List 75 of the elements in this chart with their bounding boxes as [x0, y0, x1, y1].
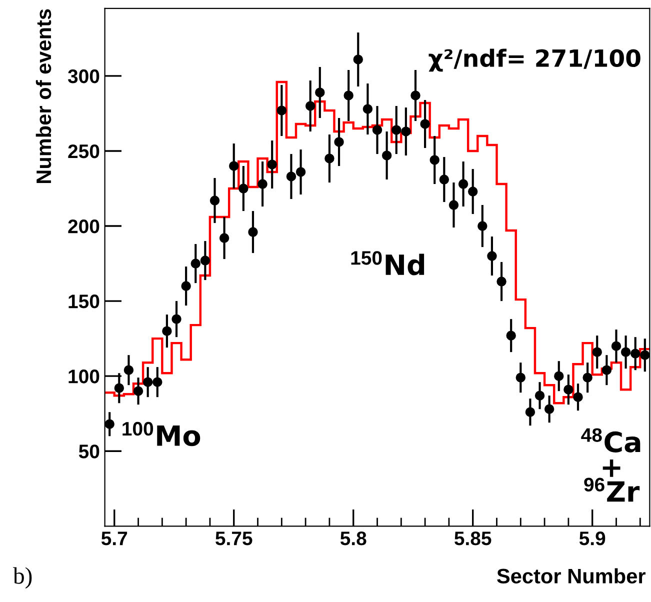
point [334, 137, 344, 147]
point [104, 419, 114, 429]
point [353, 54, 363, 64]
point [382, 150, 392, 160]
point [286, 172, 296, 182]
annotation: χ²/ndf= 271/100 [428, 48, 640, 72]
text: b) [13, 567, 32, 589]
point [640, 350, 650, 360]
y-tick-label: 250 [68, 144, 100, 158]
point [296, 167, 306, 177]
x-axis-title: Sector Number [497, 568, 646, 584]
point [506, 330, 516, 340]
x-tick-label: 5.8 [340, 532, 366, 546]
y-tick-label: 200 [68, 219, 100, 234]
point [152, 377, 162, 387]
point [468, 186, 478, 196]
point [142, 377, 153, 387]
point [496, 276, 506, 286]
point [564, 384, 574, 394]
annotation: $^{48}$Ca + $^{96}$Zr [581, 428, 640, 502]
annotation: $^{100}$Mo [122, 422, 200, 446]
point [410, 90, 420, 100]
point [534, 390, 545, 400]
point [544, 404, 554, 414]
point [448, 200, 459, 210]
point [248, 227, 258, 237]
point [190, 258, 200, 268]
point [305, 101, 316, 111]
point [525, 407, 536, 417]
point [487, 251, 497, 261]
point [554, 371, 564, 381]
point [592, 347, 602, 357]
y-tick-label: 100 [68, 370, 100, 384]
y-axis-title: Number of events [36, 9, 52, 183]
point [372, 125, 382, 135]
point [276, 106, 287, 116]
point [315, 88, 325, 98]
point [478, 221, 488, 231]
point [258, 179, 268, 189]
point [602, 365, 612, 375]
point [210, 196, 220, 206]
point [267, 160, 277, 170]
point [114, 383, 124, 393]
point [430, 155, 440, 165]
point [229, 161, 239, 171]
point [200, 256, 210, 266]
point [324, 154, 334, 164]
point [344, 90, 354, 100]
point [439, 174, 450, 184]
point [219, 233, 230, 243]
point [611, 341, 622, 351]
y-tick-label: 50 [78, 444, 100, 458]
point [516, 372, 526, 382]
point [181, 281, 191, 291]
point [172, 314, 182, 324]
point [124, 365, 134, 375]
x-tick-label: 5.7 [101, 532, 128, 546]
y-tick-label: 300 [68, 69, 100, 84]
point [392, 125, 402, 135]
point [238, 184, 248, 194]
x-tick-label: 5.75 [216, 532, 252, 546]
x-tick-label: 5.85 [454, 532, 492, 546]
annotation: $^{150}$Nd [351, 251, 424, 276]
x-tick-label: 5.9 [579, 532, 606, 546]
point [133, 386, 144, 396]
point [630, 348, 640, 358]
point [458, 179, 468, 189]
point [162, 326, 172, 336]
point [401, 126, 411, 136]
y-tick-label: 150 [68, 294, 100, 308]
point [420, 119, 430, 129]
point [582, 372, 592, 382]
point [573, 392, 583, 402]
point [362, 104, 373, 114]
point [620, 347, 631, 357]
